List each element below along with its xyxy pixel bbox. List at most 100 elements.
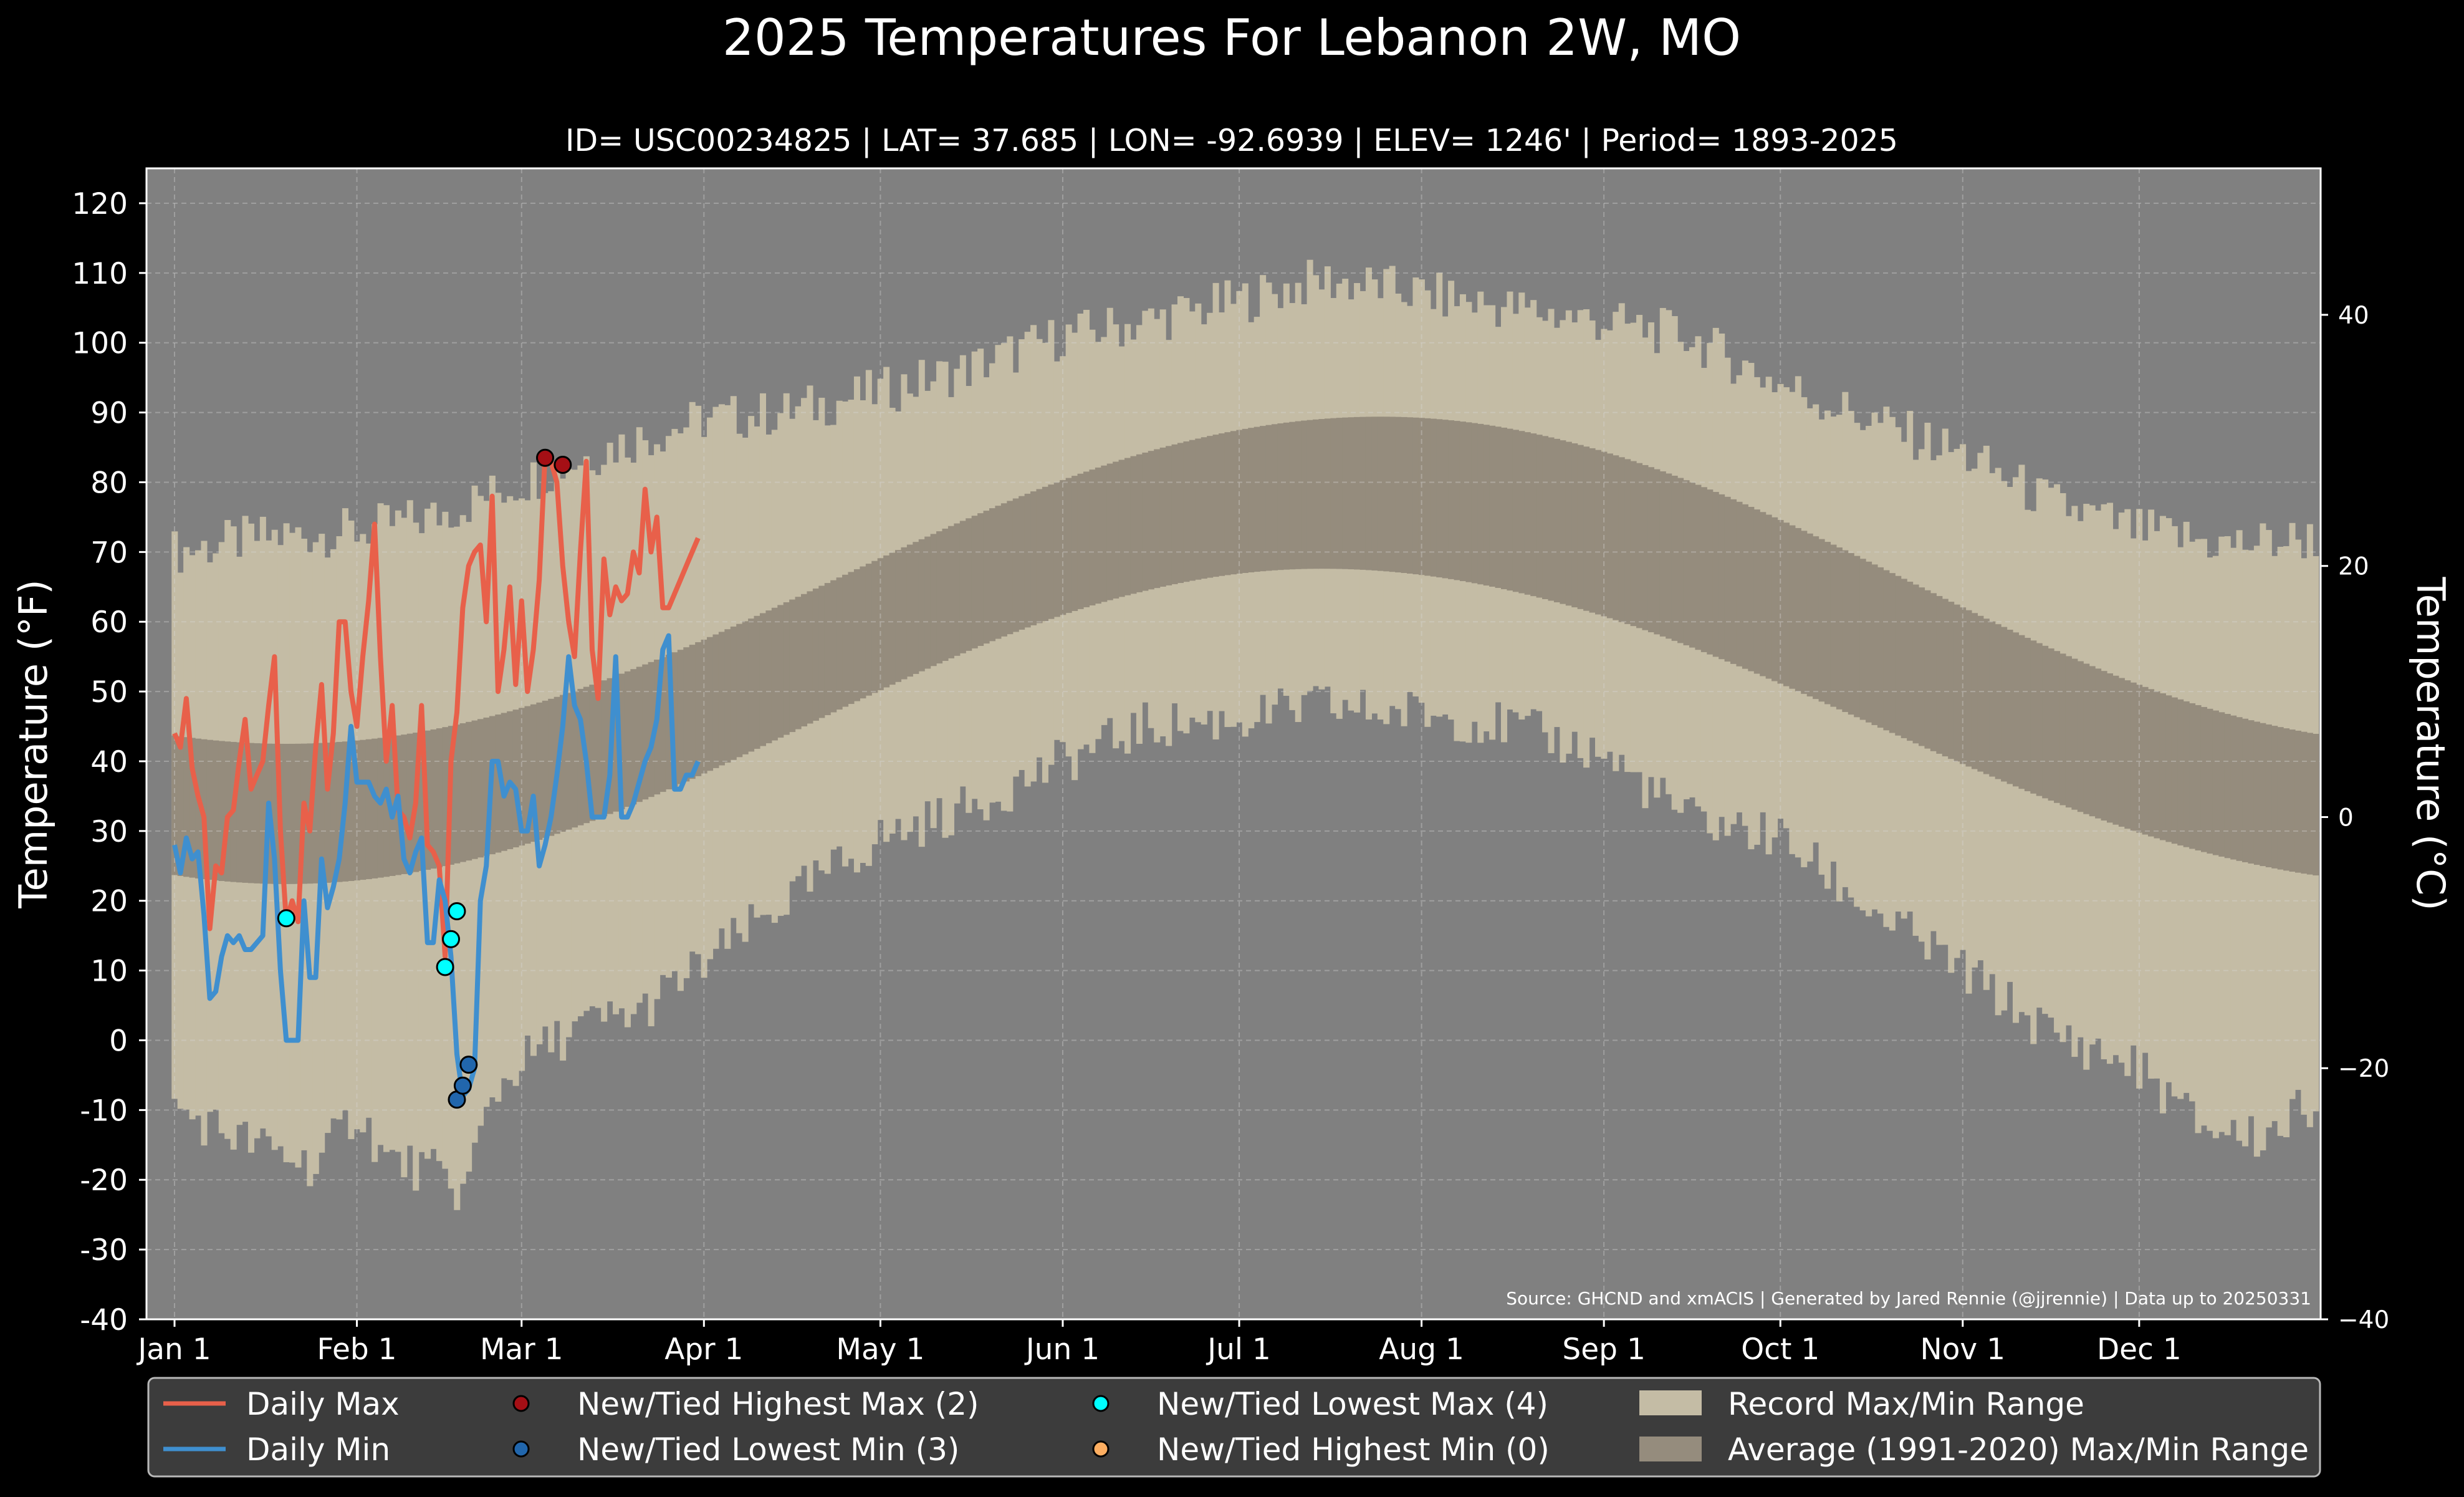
chart-title: 2025 Temperatures For Lebanon 2W, MO <box>722 9 1741 67</box>
average-range-bar <box>1483 425 1490 586</box>
average-range-bar <box>2189 703 2196 849</box>
average-range-bar <box>1524 432 1531 595</box>
average-range-bar <box>271 743 278 884</box>
average-range-bar <box>1689 482 1696 648</box>
average-range-bar <box>1060 480 1067 615</box>
average-range-bar <box>1036 489 1043 623</box>
average-range-bar <box>1624 459 1631 624</box>
average-range-bar <box>1124 458 1131 595</box>
average-range-bar <box>283 744 290 884</box>
record-markers <box>277 448 572 1109</box>
average-range-bar <box>1671 475 1678 641</box>
average-range-bar <box>1318 419 1325 569</box>
average-range-bar <box>1095 467 1101 604</box>
legend-box <box>147 1377 2321 1478</box>
average-range-bar <box>801 594 808 727</box>
average-range-bar <box>1436 419 1443 578</box>
series-line-daily-min <box>172 633 701 1099</box>
average-range-bar <box>1077 473 1084 609</box>
average-range-bar <box>683 647 690 782</box>
average-range-bar <box>1571 443 1578 608</box>
y-tick-label: 30 <box>90 815 128 849</box>
average-range-bar <box>595 682 602 819</box>
average-range-bar <box>1919 587 1925 746</box>
average-range-bar <box>1647 467 1654 633</box>
average-range-bar <box>1359 416 1366 570</box>
average-range-bar <box>1536 435 1543 598</box>
x-tick-label: Apr 1 <box>664 1332 743 1367</box>
average-range-bar <box>736 623 743 758</box>
average-range-bar <box>1019 496 1025 630</box>
average-range-bar <box>1636 463 1643 628</box>
average-range-bar <box>865 564 872 696</box>
x-tick-label: Aug 1 <box>1379 1332 1464 1367</box>
average-range-bar <box>259 743 266 884</box>
average-range-bar <box>1336 418 1343 569</box>
average-range-bar <box>1583 446 1590 611</box>
y-tick-label: 80 <box>90 466 128 500</box>
average-range-bar <box>1889 573 1896 733</box>
series-lines <box>172 451 701 1099</box>
average-range-bar <box>789 599 796 733</box>
average-range-bar <box>1818 539 1825 702</box>
y-tick-label: 0 <box>109 1024 128 1058</box>
average-range-bar <box>906 544 913 677</box>
average-range-bar <box>1577 445 1584 609</box>
average-range-bar <box>2030 640 2037 794</box>
average-range-bar <box>2042 645 2049 799</box>
y-tick-label: 70 <box>90 536 128 570</box>
average-range-bar <box>177 736 184 876</box>
average-range-bar <box>1042 486 1048 622</box>
average-range-bar <box>1183 441 1190 582</box>
average-range-bar <box>401 734 408 874</box>
y-right-tick-label: −40 <box>2338 1306 2389 1334</box>
average-range-bar <box>1254 426 1260 572</box>
average-range-bar <box>1912 584 1919 744</box>
average-range-bar <box>2118 678 2125 827</box>
grid-lines <box>146 168 2321 1320</box>
average-range-bar <box>2253 721 2260 865</box>
average-range-bar <box>1401 416 1407 573</box>
average-range-bar <box>1065 478 1072 614</box>
average-range-bar <box>1589 448 1596 613</box>
average-range-bar <box>1871 564 1878 725</box>
average-range-bar <box>2200 706 2208 852</box>
average-range-bar <box>324 743 331 883</box>
average-range-bar <box>1736 501 1743 667</box>
average-range-bar <box>1301 420 1308 569</box>
average-range-bar <box>242 743 249 883</box>
average-range-bar <box>2301 731 2308 874</box>
average-range-bar <box>1224 432 1231 575</box>
average-range-bar <box>1148 451 1154 590</box>
average-range-bar <box>1136 454 1143 592</box>
average-range-bar <box>348 741 355 882</box>
average-range-bar <box>812 588 819 721</box>
average-range-bar <box>2283 728 2290 871</box>
legend-label-lowest-min: New/Tied Lowest Min (3) <box>577 1432 959 1468</box>
average-range-bar <box>353 740 360 881</box>
y-axis-left: -40 -30 -20 -10 0 10 20 30 40 50 60 70 80 90 100 110 120 <box>72 187 146 1337</box>
average-range-bar <box>1830 544 1837 707</box>
record-marker <box>442 930 461 948</box>
average-range-bar <box>860 566 866 699</box>
y-right-tick-label: −20 <box>2338 1055 2389 1083</box>
average-range-bar <box>565 693 572 830</box>
average-range-bar <box>1895 575 1902 736</box>
average-range-bar <box>618 673 625 809</box>
average-range-bar <box>613 676 620 812</box>
average-range-bar <box>1753 509 1760 674</box>
legend-swatch-average-range <box>1639 1437 1702 1461</box>
y-tick-label: 60 <box>90 605 128 640</box>
x-axis: Jan 1 Feb 1 Mar 1 Apr 1 May 1 Jun 1 Jul 1 Aug 1… <box>136 1319 2182 1367</box>
average-range-bar <box>836 577 843 710</box>
average-range-bar <box>530 704 537 842</box>
average-range-bar <box>1824 542 1831 705</box>
average-range-bar <box>1907 581 1914 741</box>
average-range-bar <box>542 700 549 838</box>
y-tick-label: 110 <box>72 257 128 291</box>
y-right-tick-label: 0 <box>2338 804 2354 832</box>
y-tick-label: 120 <box>72 187 128 221</box>
average-range-bar <box>1113 461 1119 599</box>
average-range-bar <box>1606 453 1613 619</box>
